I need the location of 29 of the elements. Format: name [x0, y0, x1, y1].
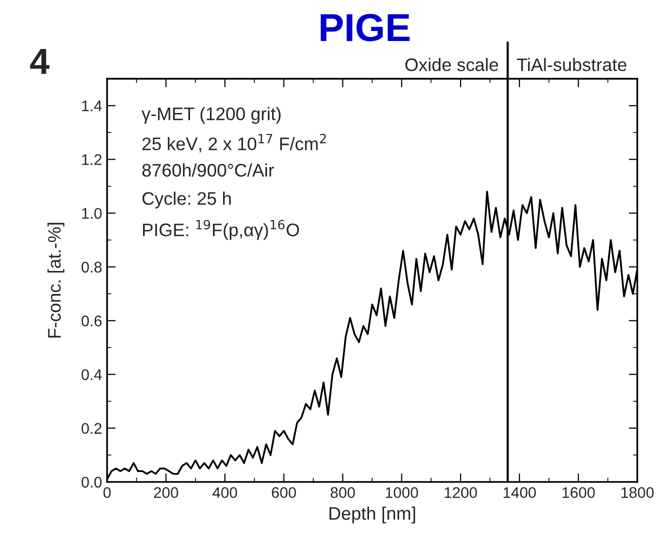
- x-tick-label: 200: [154, 487, 178, 498]
- y-tick-label: 0.6: [82, 316, 102, 326]
- chart-title: PIGE: [320, 14, 410, 42]
- annotation: PIGE: $^{19}$F(p,αγ)$^{16}$O: [143, 220, 299, 240]
- x-tick-label: 800: [330, 487, 355, 498]
- x-tick-label: 600: [272, 487, 296, 498]
- annotation: γ-MET (1200 grit): [142, 106, 281, 124]
- x-tick-label: 1200: [444, 487, 477, 498]
- y-tick-label: 0.8: [82, 262, 102, 273]
- text: Oxide scale: [405, 58, 498, 72]
- y-axis-title: F-conc. [at.-%]: [47, 222, 64, 338]
- y-tick-label: 1.2: [82, 154, 102, 165]
- annotation: 8760h/900°C/Air: [142, 163, 274, 177]
- x-tick-label: 1400: [504, 487, 536, 498]
- y-tick-label: 0.4: [82, 369, 102, 380]
- x-tick-label: 1600: [562, 487, 595, 498]
- x-tick-label: 1000: [386, 487, 418, 498]
- y-tick-label: 1.0: [82, 208, 102, 219]
- y-tick-label: 0.0: [82, 476, 102, 488]
- text: TiAl-substrate: [516, 58, 626, 72]
- annotation: Cycle: 25 h: [142, 192, 231, 208]
- text: 4: [30, 49, 50, 74]
- y-tick-label: 0.2: [82, 423, 102, 434]
- y-tick-label: 1.4: [82, 100, 102, 112]
- x-tick-label: 1800: [621, 487, 654, 498]
- x-tick-label: 0: [103, 487, 111, 498]
- annotation: 25 keV, 2 x 10$^{17}$ F/cm$^{2}$: [142, 134, 326, 152]
- x-axis-title: Depth [nm]: [330, 506, 416, 524]
- x-tick-label: 400: [212, 487, 238, 498]
